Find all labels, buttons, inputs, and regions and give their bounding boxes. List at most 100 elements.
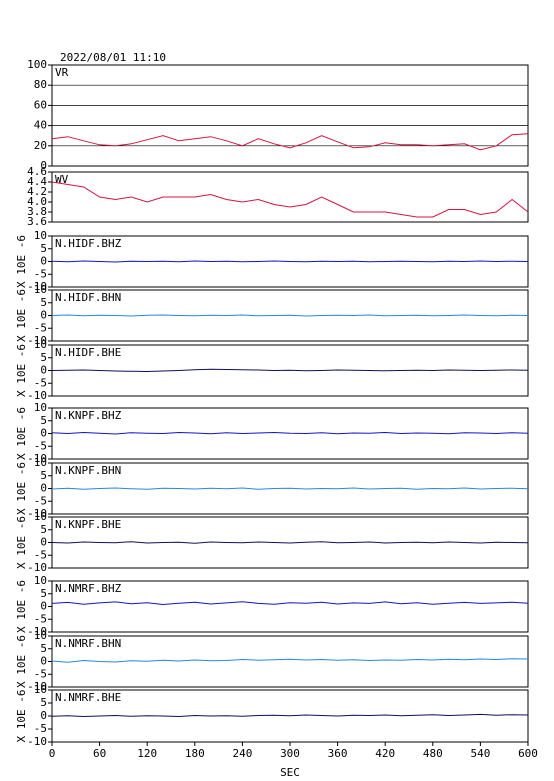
y-tick-label: 10 bbox=[34, 510, 47, 523]
x-tick-label: 60 bbox=[93, 747, 106, 760]
y-tick-label: 10 bbox=[34, 683, 47, 696]
y-axis-label: X 10E -6 bbox=[15, 407, 28, 460]
y-tick-label: 4.0 bbox=[27, 195, 47, 208]
y-tick-label: 80 bbox=[34, 78, 47, 91]
y-tick-label: 10 bbox=[34, 338, 47, 351]
data-line bbox=[51, 431, 529, 435]
y-tick-label: 10 bbox=[34, 229, 47, 242]
plot-frame bbox=[51, 171, 529, 223]
y-tick-label: 4.4 bbox=[27, 175, 47, 188]
panel-label: N.HIDF.BHN bbox=[55, 291, 121, 304]
y-tick-label: -10 bbox=[27, 507, 47, 520]
panel-label: N.KNPF.BHN bbox=[55, 464, 121, 477]
y-tick-label: 0 bbox=[40, 600, 47, 613]
y-tick-label: -10 bbox=[27, 680, 47, 693]
y-tick-label: -5 bbox=[34, 667, 47, 680]
y-tick-label: 5 bbox=[40, 414, 47, 427]
y-tick-label: 60 bbox=[34, 98, 47, 111]
chart-title: 2022/08/01 11:10 bbox=[60, 51, 166, 64]
y-tick-label: 0 bbox=[40, 255, 47, 268]
x-tick-label: 120 bbox=[137, 747, 157, 760]
y-tick-label: 10 bbox=[34, 401, 47, 414]
data-line bbox=[51, 601, 529, 606]
y-tick-label: -10 bbox=[27, 452, 47, 465]
y-axis-label: X 10E -6 bbox=[15, 289, 28, 342]
y-tick-label: 0 bbox=[40, 536, 47, 549]
y-tick-label: 5 bbox=[40, 242, 47, 255]
y-tick-label: 3.8 bbox=[27, 205, 47, 218]
plot-frame bbox=[51, 580, 529, 633]
y-tick-label: 0 bbox=[40, 482, 47, 495]
y-tick-label: -5 bbox=[34, 439, 47, 452]
panel-label: N.NMRF.BHE bbox=[55, 691, 121, 704]
data-line bbox=[51, 314, 529, 317]
y-tick-label: 40 bbox=[34, 119, 47, 132]
y-tick-label: 0 bbox=[40, 427, 47, 440]
panel-label: N.HIDF.BHZ bbox=[55, 237, 122, 250]
y-tick-label: -10 bbox=[27, 280, 47, 293]
y-axis-label: X 10E -6 bbox=[15, 235, 28, 288]
y-tick-label: -10 bbox=[27, 735, 47, 748]
plot-frame bbox=[51, 64, 529, 167]
y-axis-label: X 10E -6 bbox=[15, 516, 28, 569]
y-tick-label: -5 bbox=[34, 267, 47, 280]
panel-label: N.NMRF.BHN bbox=[55, 637, 121, 650]
panel-label: N.KNPF.BHZ bbox=[55, 409, 122, 422]
y-tick-label: -5 bbox=[34, 612, 47, 625]
y-tick-label: -5 bbox=[34, 494, 47, 507]
x-tick-label: 0 bbox=[49, 747, 56, 760]
y-tick-label: 0 bbox=[40, 655, 47, 668]
y-tick-label: -10 bbox=[27, 389, 47, 402]
data-line bbox=[51, 133, 529, 151]
x-tick-label: 480 bbox=[423, 747, 443, 760]
panel-label: N.NMRF.BHZ bbox=[55, 582, 122, 595]
y-tick-label: 100 bbox=[27, 58, 47, 71]
y-tick-label: -10 bbox=[27, 561, 47, 574]
y-axis-label: X 10E -6 bbox=[15, 580, 28, 633]
x-tick-label: 540 bbox=[470, 747, 490, 760]
data-line bbox=[51, 181, 529, 218]
y-tick-label: 20 bbox=[34, 139, 47, 152]
data-line bbox=[51, 487, 529, 490]
y-tick-label: 3.6 bbox=[27, 215, 47, 228]
data-line bbox=[51, 260, 529, 263]
y-tick-label: 5 bbox=[40, 469, 47, 482]
y-tick-label: 0 bbox=[40, 364, 47, 377]
y-axis-label: X 10E -6 bbox=[15, 462, 28, 515]
data-line bbox=[51, 541, 529, 544]
y-tick-label: 10 bbox=[34, 283, 47, 296]
y-tick-label: -5 bbox=[34, 548, 47, 561]
y-tick-label: 10 bbox=[34, 629, 47, 642]
x-tick-label: 600 bbox=[518, 747, 538, 760]
x-tick-label: 360 bbox=[328, 747, 348, 760]
y-tick-label: 4.2 bbox=[27, 185, 47, 198]
y-tick-label: -5 bbox=[34, 722, 47, 735]
y-tick-label: 5 bbox=[40, 696, 47, 709]
y-tick-label: 10 bbox=[34, 456, 47, 469]
panel-label: N.KNPF.BHE bbox=[55, 518, 121, 531]
y-tick-label: 5 bbox=[40, 296, 47, 309]
y-axis-label: X 10E -6 bbox=[15, 344, 28, 397]
data-line bbox=[51, 658, 529, 663]
y-tick-label: 5 bbox=[40, 351, 47, 364]
x-tick-label: 240 bbox=[232, 747, 252, 760]
y-axis-label: X 10E -6 bbox=[15, 690, 28, 743]
y-tick-label: 5 bbox=[40, 642, 47, 655]
x-tick-label: 180 bbox=[185, 747, 205, 760]
y-tick-label: 0 bbox=[40, 709, 47, 722]
y-tick-label: 5 bbox=[40, 523, 47, 536]
panel-label: VR bbox=[55, 66, 69, 79]
y-axis-label: X 10E -6 bbox=[15, 635, 28, 688]
y-tick-label: 4.6 bbox=[27, 165, 47, 178]
x-tick-label: 420 bbox=[375, 747, 395, 760]
x-tick-label: 300 bbox=[280, 747, 300, 760]
y-tick-label: 0 bbox=[40, 159, 47, 172]
y-tick-label: 0 bbox=[40, 309, 47, 322]
data-line bbox=[51, 368, 529, 373]
y-tick-label: -5 bbox=[34, 376, 47, 389]
panel-label: N.HIDF.BHE bbox=[55, 346, 121, 359]
data-line bbox=[51, 713, 529, 718]
x-axis-label: SEC bbox=[280, 766, 300, 779]
y-tick-label: -10 bbox=[27, 334, 47, 347]
